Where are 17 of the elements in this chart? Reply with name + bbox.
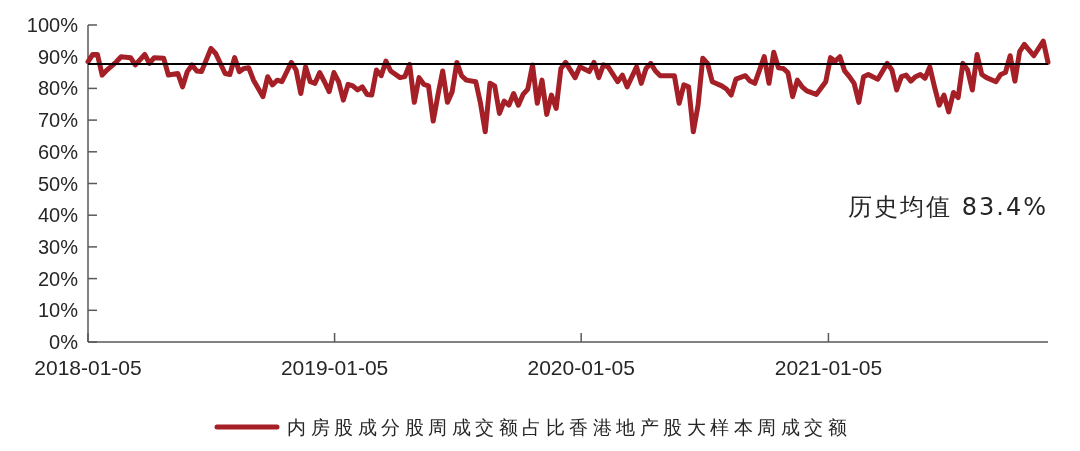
y-tick-label: 80% [37,77,79,100]
y-tick-label: 10% [37,299,79,322]
x-tick-label: 2018-01-05 [34,356,142,379]
y-tick-label: 0% [49,331,79,353]
y-tick-label: 90% [37,45,79,68]
y-tick-label: 100% [26,14,79,36]
y-tick-label: 70% [37,109,79,132]
x-tick-label: 2019-01-05 [280,356,389,379]
y-tick-label: 50% [37,172,79,195]
y-tick-label: 60% [37,140,79,163]
y-tick-label: 40% [37,204,79,227]
annotation: 历史均值 83.4% [848,193,1048,221]
x-tick-label: 2021-01-05 [774,356,883,379]
y-tick-label: 20% [37,267,79,290]
x-tick-label: 2020-01-05 [527,356,635,379]
legend-label: 内房股成分股周成交额占比香港地产股大样本周成交额 [287,416,851,438]
y-tick-label: 30% [37,235,79,258]
